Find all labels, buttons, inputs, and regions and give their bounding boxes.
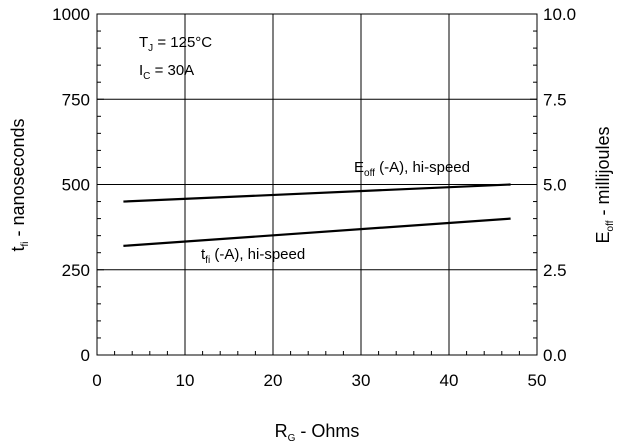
x-tick-label: 10 [176, 371, 195, 390]
y-left-tick-label: 750 [62, 90, 90, 109]
series [123, 183, 511, 247]
condition-label-2: IC = 30A [139, 62, 194, 82]
x-tick-label: 30 [352, 371, 371, 390]
y-right-tick-label: 5.0 [543, 176, 567, 195]
y-left-axis-title: tfi - nanoseconds [8, 118, 31, 251]
series-label-1: Eoff (-A), hi-speed [354, 159, 470, 179]
x-tick-label: 0 [92, 371, 101, 390]
x-axis-title: RG - Ohms [275, 421, 360, 444]
y-left-tick-label: 1000 [52, 5, 90, 24]
ticks: 0 10 20 30 40 50025050075010000.02.55.07.510.… [52, 5, 576, 390]
y-left-tick-label: 500 [62, 176, 90, 195]
x-tick-label: 40 [440, 371, 459, 390]
x-tick-label: 20 [264, 371, 283, 390]
y-right-tick-label: 2.5 [543, 261, 567, 280]
series-line-1 [123, 183, 511, 203]
y-right-tick-label: 10.0 [543, 5, 576, 24]
labels: Eoff (-A), hi-speed tfi (-A), hi-speed TJ … [8, 34, 616, 444]
series-line-2 [123, 217, 511, 247]
y-right-tick-label: 7.5 [543, 90, 567, 109]
y-right-tick-label: 0.0 [543, 346, 567, 365]
y-right-axis-title: Eoff - millijoules [593, 127, 616, 244]
y-left-tick-label: 0 [81, 346, 90, 365]
x-tick-label: 50 [528, 371, 547, 390]
condition-label-1: TJ = 125°C [139, 34, 212, 54]
y-left-tick-label: 250 [62, 261, 90, 280]
series-label-2: tfi (-A), hi-speed [201, 246, 305, 266]
grid [97, 14, 537, 355]
